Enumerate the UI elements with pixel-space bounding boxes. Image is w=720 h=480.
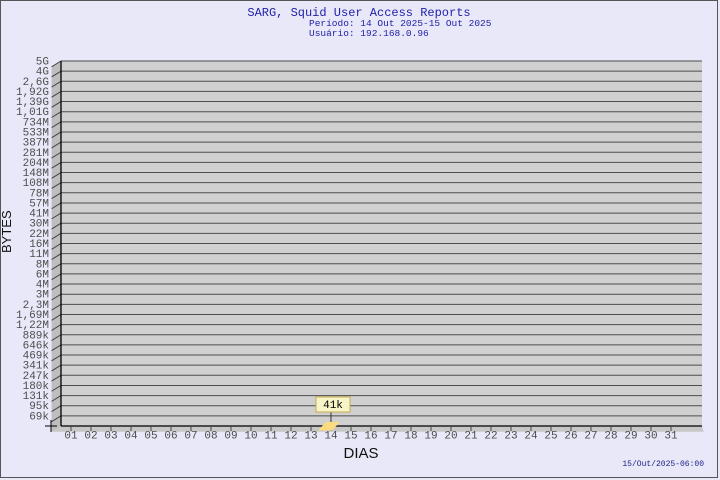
svg-text:09: 09 [224,431,237,443]
svg-text:01: 01 [64,431,78,443]
svg-text:19: 19 [424,431,437,443]
svg-text:41k: 41k [323,400,343,412]
svg-text:24: 24 [524,431,538,443]
svg-text:27: 27 [584,431,597,443]
svg-text:20: 20 [444,431,457,443]
svg-text:05: 05 [144,431,157,443]
svg-text:03: 03 [104,431,117,443]
svg-text:08: 08 [204,431,217,443]
svg-text:12: 12 [284,431,297,443]
svg-text:04: 04 [124,431,138,443]
svg-text:29: 29 [624,431,637,443]
svg-text:02: 02 [84,431,97,443]
svg-text:22: 22 [484,431,497,443]
svg-text:11: 11 [264,431,278,443]
svg-text:16: 16 [364,431,377,443]
svg-text:21: 21 [464,431,478,443]
svg-text:69k: 69k [29,411,49,423]
svg-text:30: 30 [644,431,657,443]
svg-text:28: 28 [604,431,617,443]
svg-text:14: 14 [324,431,338,443]
svg-text:15: 15 [344,431,357,443]
svg-text:23: 23 [504,431,517,443]
svg-text:13: 13 [304,431,317,443]
svg-text:17: 17 [384,431,397,443]
svg-text:31: 31 [664,431,678,443]
svg-text:26: 26 [564,431,577,443]
svg-text:07: 07 [184,431,197,443]
svg-text:06: 06 [164,431,177,443]
svg-text:10: 10 [244,431,257,443]
svg-text:18: 18 [404,431,417,443]
svg-text:25: 25 [544,431,557,443]
